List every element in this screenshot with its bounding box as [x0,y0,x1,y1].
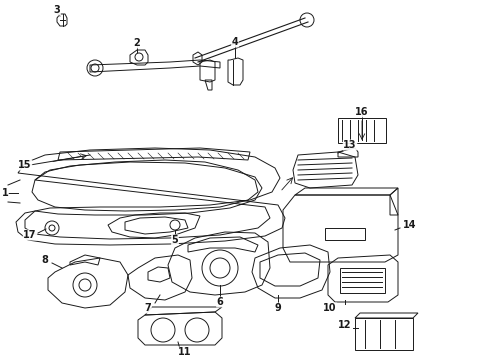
Text: 13: 13 [343,140,357,150]
Text: 7: 7 [145,303,151,313]
Bar [338,118,386,143]
Text: 14: 14 [403,220,417,230]
Bar [355,318,413,350]
Text: 2: 2 [134,38,140,48]
Text: 9: 9 [274,303,281,313]
Text: 10: 10 [323,303,337,313]
Text: 1: 1 [1,188,8,198]
Bar [340,268,385,293]
Text: 16: 16 [355,107,369,117]
Text: 5: 5 [172,235,178,245]
Text: 15: 15 [18,160,32,170]
Text: 17: 17 [23,230,37,240]
Text: 3: 3 [53,5,60,15]
Text: 8: 8 [42,255,49,265]
Bar [325,228,365,240]
Text: 4: 4 [232,37,238,47]
Text: 6: 6 [217,297,223,307]
Text: 12: 12 [338,320,352,330]
Text: 11: 11 [178,347,192,357]
